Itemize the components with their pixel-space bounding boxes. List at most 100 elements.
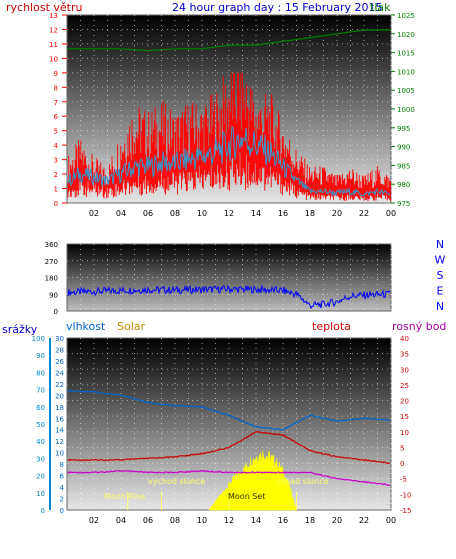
solar-area <box>208 450 297 511</box>
rain-tick-label: 80 <box>36 369 45 377</box>
humidity-tick-label: 16 <box>55 415 64 423</box>
rain-axis-title: srážky <box>2 323 38 336</box>
x-tick-label: 08 <box>170 209 180 218</box>
humidity-tick-label: 14 <box>55 427 64 435</box>
x-tick-label: 06 <box>143 516 153 525</box>
rain-tick-label: 10 <box>36 490 45 498</box>
humidity-tick-label: 12 <box>55 438 64 446</box>
humidity-axis-title: vlhkost <box>66 320 106 333</box>
direction-tick-label: 180 <box>45 275 58 283</box>
axes-layer: 02 04 06 08 10 12 14 16 18 20 22 000123456789101112… <box>32 12 446 525</box>
rain-tick-label: 0 <box>41 507 45 515</box>
wind-direction-line <box>67 284 391 310</box>
temperature-axis-title: teplota <box>312 320 351 333</box>
temperature-tick-label: 10 <box>400 429 409 437</box>
x-tick-label: 20 <box>332 209 342 218</box>
rain-tick-label: 70 <box>36 387 45 395</box>
moon-rise-label: Moon Rise <box>104 492 145 501</box>
x-tick-label: 04 <box>116 516 126 525</box>
humidity-tick-label: 30 <box>55 335 64 343</box>
x-tick-label: 06 <box>143 209 153 218</box>
temperature-tick-label: 5 <box>400 444 404 452</box>
pressure-tick-label: 995 <box>397 125 410 133</box>
rain-tick-label: 60 <box>36 404 45 412</box>
pressure-axis-title: tlak <box>370 1 391 14</box>
temperature-tick-label: 40 <box>400 335 409 343</box>
rain-tick-label: 90 <box>36 352 45 360</box>
temperature-line <box>67 430 391 465</box>
wind-tick-label: 11 <box>49 41 58 49</box>
temperature-tick-label: 15 <box>400 413 409 421</box>
humidity-tick-label: 2 <box>60 496 64 504</box>
data-layer <box>67 29 391 511</box>
wind-tick-label: 7 <box>54 99 58 107</box>
wind-tick-label: 10 <box>49 55 58 63</box>
pressure-tick-label: 1000 <box>397 106 415 114</box>
x-tick-label: 12 <box>224 516 234 525</box>
x-tick-label: 18 <box>305 209 315 218</box>
wind-tick-label: 9 <box>54 70 58 78</box>
rain-tick-label: 50 <box>36 421 45 429</box>
compass-label: S <box>437 269 444 282</box>
compass-label: N <box>436 238 444 251</box>
x-tick-label: 12 <box>224 209 234 218</box>
temperature-tick-label: 20 <box>400 398 409 406</box>
temperature-tick-label: 0 <box>400 460 404 468</box>
sunrise-label: východ slunce <box>148 477 205 486</box>
pressure-tick-label: 980 <box>397 181 410 189</box>
humidity-line <box>67 389 391 431</box>
rain-tick-label: 100 <box>32 335 45 343</box>
rain-tick-label: 20 <box>36 473 45 481</box>
x-tick-label: 02 <box>89 516 99 525</box>
dew-point-axis-title: rosný bod <box>392 320 446 333</box>
humidity-tick-label: 6 <box>60 473 65 481</box>
rain-tick-label: 30 <box>36 455 45 463</box>
humidity-tick-label: 4 <box>60 484 65 492</box>
pressure-line <box>67 29 391 52</box>
direction-tick-label: 270 <box>45 258 58 266</box>
temperature-tick-label: -10 <box>400 491 411 499</box>
wind-tick-label: 13 <box>49 12 58 20</box>
moon-set-label: Moon Set <box>228 492 265 501</box>
pressure-tick-label: 1020 <box>397 31 415 39</box>
wind-axis-title: rychlost větru <box>6 1 82 14</box>
x-tick-label: 08 <box>170 516 180 525</box>
wind-tick-label: 4 <box>54 142 59 150</box>
wind-tick-label: 3 <box>54 157 58 165</box>
wind-tick-label: 0 <box>54 200 58 208</box>
compass-label: N <box>436 300 444 313</box>
x-tick-label: 10 <box>197 516 207 525</box>
x-tick-label: 14 <box>251 209 261 218</box>
dew-point-line <box>67 469 391 486</box>
humidity-tick-label: 8 <box>60 461 64 469</box>
x-tick-label: 16 <box>278 209 288 218</box>
wind-tick-label: 2 <box>54 171 58 179</box>
pressure-tick-label: 1015 <box>397 50 415 58</box>
humidity-tick-label: 20 <box>55 392 64 400</box>
x-tick-label: 16 <box>278 516 288 525</box>
pressure-tick-label: 1005 <box>397 87 415 95</box>
rain-tick-label: 40 <box>36 438 45 446</box>
x-tick-label: 18 <box>305 516 315 525</box>
temperature-tick-label: 25 <box>400 382 409 390</box>
wind-tick-label: 8 <box>54 84 58 92</box>
compass-label: W <box>435 254 446 267</box>
temperature-tick-label: -15 <box>400 507 411 515</box>
pressure-tick-label: 975 <box>397 200 410 208</box>
x-tick-label: 14 <box>251 516 261 525</box>
x-tick-label: 00 <box>386 209 396 218</box>
temperature-tick-label: -5 <box>400 476 407 484</box>
x-tick-label: 22 <box>359 209 369 218</box>
humidity-tick-label: 10 <box>55 450 64 458</box>
page-title: 24 hour graph day : 15 February 2015 <box>172 1 383 14</box>
humidity-tick-label: 26 <box>55 358 64 366</box>
wind-tick-label: 5 <box>54 128 58 136</box>
x-tick-label: 02 <box>89 209 99 218</box>
x-tick-label: 22 <box>359 516 369 525</box>
x-tick-label: 20 <box>332 516 342 525</box>
temperature-tick-label: 30 <box>400 366 409 374</box>
temperature-tick-label: 35 <box>400 351 409 359</box>
compass-label: E <box>437 285 444 298</box>
wind-average-line <box>67 125 390 198</box>
